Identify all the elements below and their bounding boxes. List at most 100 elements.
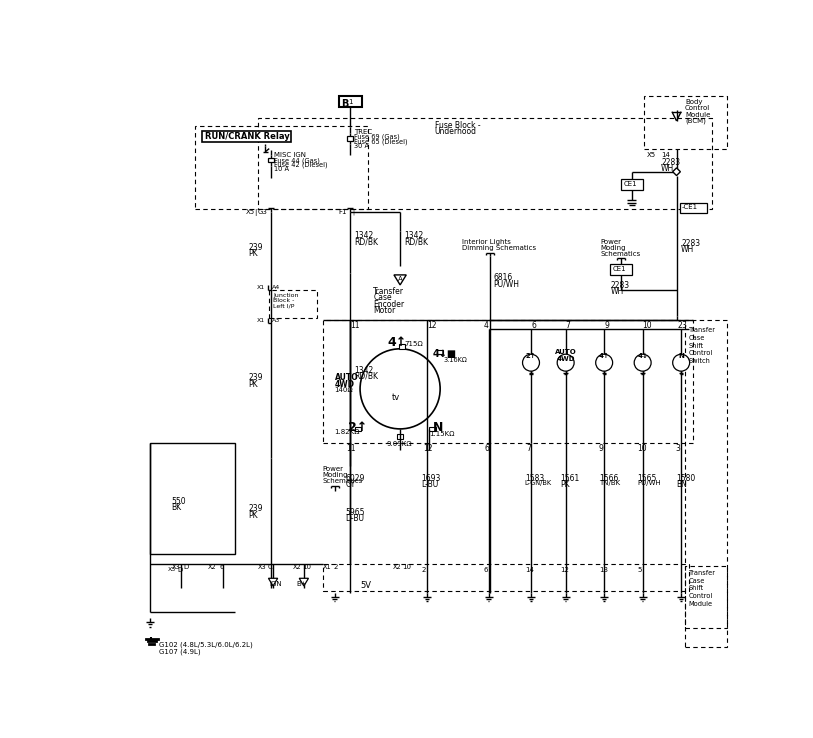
Text: D: D [177, 567, 183, 573]
Text: (BCM): (BCM) [685, 118, 706, 124]
Text: X2: X2 [207, 565, 216, 570]
Text: 1583: 1583 [525, 474, 544, 483]
Text: A: A [398, 276, 402, 282]
Text: Case: Case [373, 294, 392, 303]
Text: WH: WH [611, 287, 624, 296]
Text: 4↑: 4↑ [388, 337, 406, 350]
Bar [685, 566, 728, 646]
Text: X1: X1 [257, 318, 265, 323]
Text: PU/WH: PU/WH [493, 280, 520, 289]
Text: X5: X5 [246, 210, 255, 215]
Text: Schematics: Schematics [600, 251, 641, 257]
Text: 1342: 1342 [354, 366, 373, 375]
Text: 1561: 1561 [560, 474, 580, 483]
Bar [621, 179, 642, 190]
Text: IGN: IGN [269, 582, 282, 587]
Text: 4: 4 [484, 321, 489, 330]
Text: GY: GY [346, 480, 355, 489]
Text: Transfer: Transfer [689, 570, 716, 576]
Text: 140Ω: 140Ω [335, 387, 354, 393]
Text: 1580: 1580 [676, 474, 695, 483]
Text: 1.82KΩ: 1.82KΩ [335, 429, 360, 435]
Text: Moding: Moding [600, 245, 626, 251]
Bar [644, 96, 728, 148]
Text: 5V: 5V [360, 582, 371, 590]
Text: PK: PK [249, 249, 258, 258]
Text: 10: 10 [637, 444, 647, 453]
Text: 7: 7 [566, 321, 571, 330]
Text: 2↑: 2↑ [526, 353, 537, 359]
Text: D-BU: D-BU [346, 514, 364, 523]
Text: X3: X3 [258, 565, 267, 570]
Text: 5965: 5965 [346, 508, 365, 517]
Text: 715Ω: 715Ω [404, 341, 423, 347]
Text: Power: Power [322, 466, 343, 472]
Text: RD/BK: RD/BK [404, 237, 428, 246]
Text: 13: 13 [598, 568, 608, 573]
Text: 2↑: 2↑ [348, 421, 367, 434]
Bar [150, 443, 235, 554]
Text: 10: 10 [402, 565, 411, 570]
Text: 7: 7 [526, 444, 531, 453]
Text: |: | [254, 210, 257, 216]
Text: Motor: Motor [373, 306, 395, 314]
Text: 12: 12 [560, 568, 569, 573]
Bar [258, 118, 712, 209]
Bar [338, 96, 362, 107]
Text: |: | [352, 210, 354, 215]
Bar [399, 344, 406, 349]
Text: 239: 239 [249, 373, 263, 382]
Text: 2283: 2283 [661, 158, 680, 167]
Text: 14: 14 [661, 152, 670, 158]
Text: Block -: Block - [273, 298, 294, 303]
Text: Fuse 69 (Gas): Fuse 69 (Gas) [354, 134, 400, 140]
Text: Dimming Schematics: Dimming Schematics [463, 245, 537, 251]
Text: 2283: 2283 [611, 281, 629, 290]
Text: CE1: CE1 [613, 266, 626, 272]
Text: 12: 12 [424, 444, 433, 453]
Text: RD/BK: RD/BK [354, 237, 378, 246]
Text: 6: 6 [485, 444, 489, 453]
Text: 239: 239 [249, 243, 263, 252]
Bar [202, 131, 291, 142]
Text: C: C [267, 565, 272, 570]
Text: 3: 3 [676, 444, 680, 453]
Text: G102 (4.8L/5.3L/6.0L/6.2L): G102 (4.8L/5.3L/6.0L/6.2L) [159, 641, 253, 648]
Text: 9.09KΩ: 9.09KΩ [386, 441, 412, 447]
Text: D: D [183, 565, 189, 570]
Text: Control: Control [689, 593, 713, 599]
Text: Switch: Switch [689, 358, 711, 364]
Text: Module: Module [689, 601, 713, 607]
Text: MISC IGN: MISC IGN [274, 153, 306, 159]
Text: 11: 11 [346, 444, 356, 453]
Text: G3: G3 [258, 210, 267, 215]
Text: 10 A: 10 A [274, 166, 289, 173]
Text: Junction: Junction [273, 292, 298, 297]
Text: 6: 6 [483, 568, 488, 573]
Bar [269, 290, 317, 318]
Text: 550: 550 [172, 497, 186, 506]
Circle shape [523, 354, 540, 371]
Text: 1566: 1566 [598, 474, 618, 483]
Text: Control: Control [685, 106, 711, 111]
Text: 11: 11 [350, 321, 359, 330]
Text: G107 (4.9L): G107 (4.9L) [159, 649, 201, 655]
Polygon shape [672, 168, 680, 176]
Text: 4↑: 4↑ [598, 353, 610, 359]
Bar [685, 320, 728, 627]
Text: Underhood: Underhood [435, 127, 476, 136]
Text: Control: Control [689, 351, 713, 356]
Bar [429, 427, 436, 431]
Text: 4↓: 4↓ [637, 353, 648, 359]
Text: Body: Body [685, 100, 702, 106]
Bar [323, 320, 693, 443]
Text: 1693: 1693 [422, 474, 441, 483]
Text: Shift: Shift [689, 342, 704, 348]
Text: L-BU: L-BU [422, 480, 439, 489]
Text: 6: 6 [531, 321, 536, 330]
Text: WH: WH [661, 164, 675, 173]
Text: Encoder: Encoder [373, 300, 404, 308]
Text: X1: X1 [322, 565, 331, 570]
Text: AUTO
4WD: AUTO 4WD [554, 349, 576, 362]
Text: PK: PK [249, 511, 258, 520]
